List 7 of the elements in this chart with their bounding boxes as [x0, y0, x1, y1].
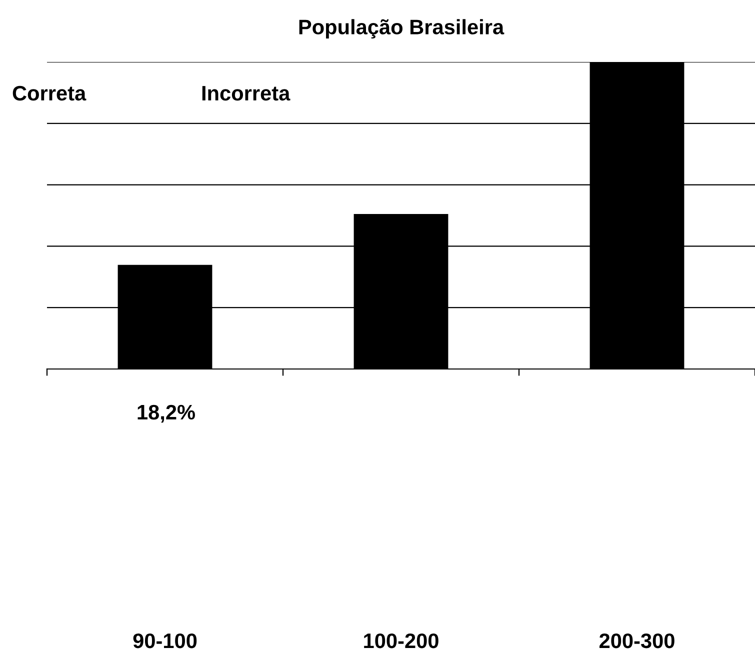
- x-tick-label: 200-300: [600, 633, 674, 648]
- annotation: Incorreta: [202, 86, 290, 101]
- x-tick-label: 90-100: [133, 633, 197, 648]
- annotation: Correta: [12, 86, 86, 101]
- text: 18,2%: [138, 404, 195, 423]
- chart-title: População Brasileira: [299, 19, 504, 39]
- x-tick-label: 100-200: [364, 633, 438, 648]
